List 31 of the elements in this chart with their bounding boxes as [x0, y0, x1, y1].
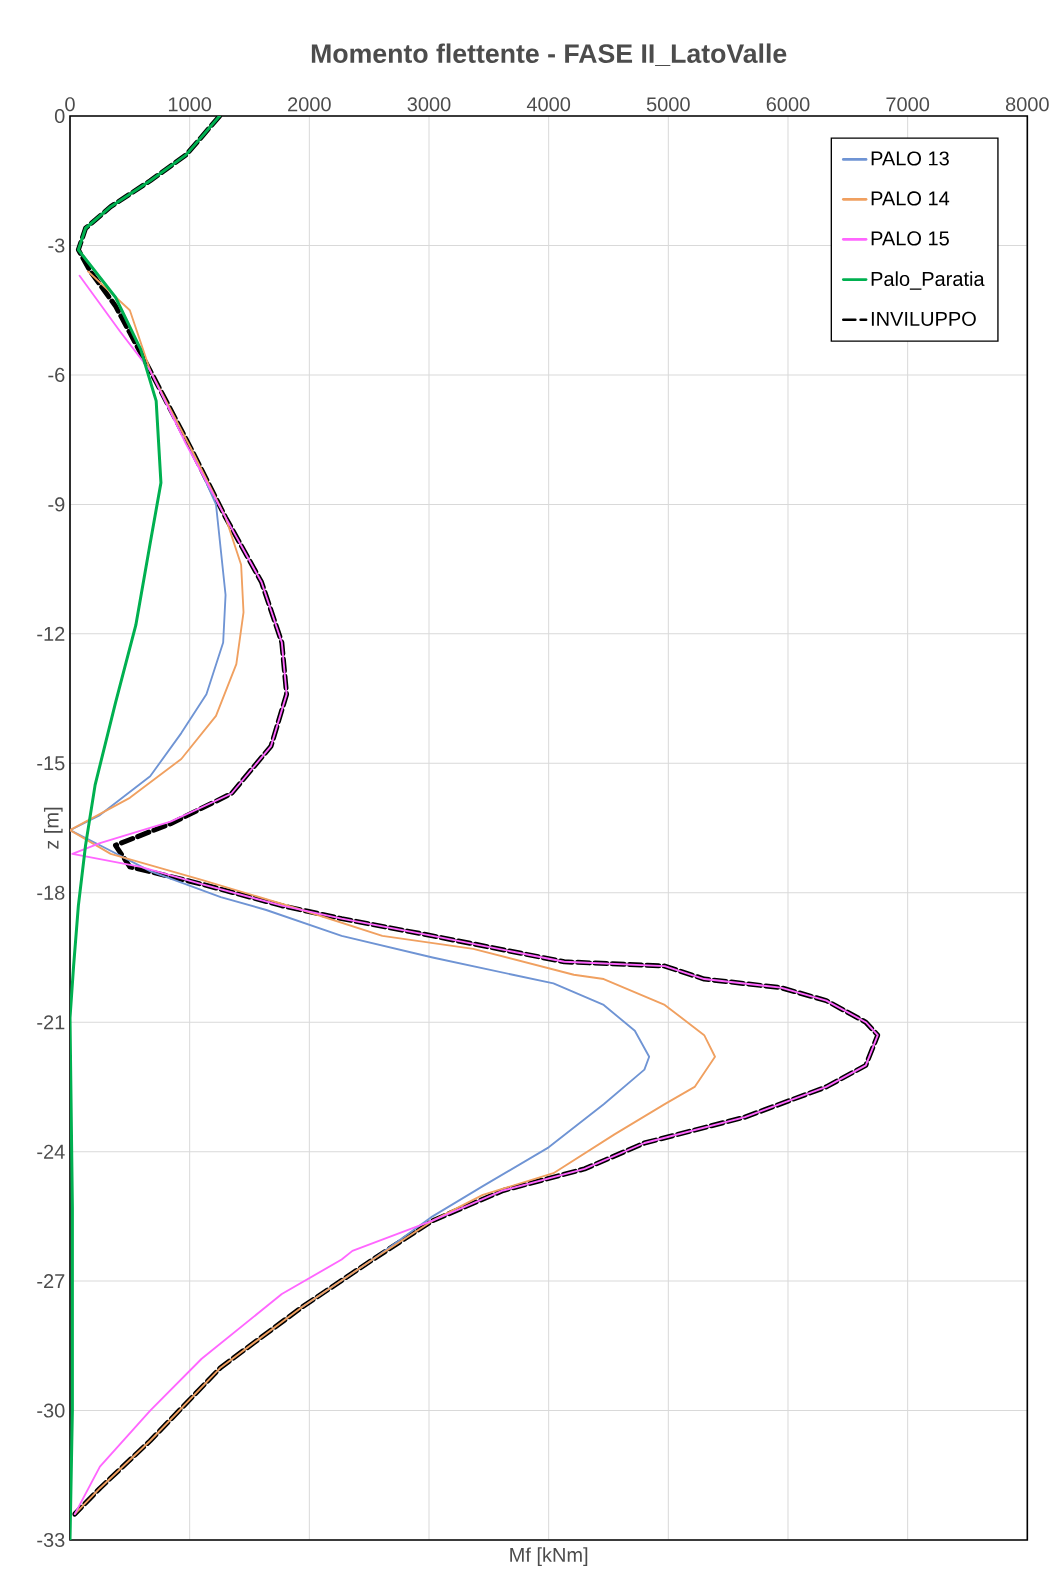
y-tick-label: -15 [37, 756, 65, 771]
x-tick-label: 4000 [526, 97, 571, 112]
x-axis-title: Mf [kNm] [510, 1547, 588, 1566]
legend-label: Palo_Paratia [871, 271, 985, 290]
y-tick-label: -30 [37, 1403, 65, 1418]
y-tick-label: -18 [37, 885, 65, 900]
legend-label: INVILUPPO [871, 311, 976, 326]
y-tick-label: -27 [37, 1274, 65, 1289]
legend-label: PALO 14 [871, 191, 950, 206]
legend-label: PALO 13 [871, 151, 949, 166]
x-tick-label: 5000 [646, 97, 690, 112]
y-tick-label: -3 [48, 238, 65, 253]
y-tick-label: 0 [54, 108, 65, 124]
x-tick-label: 8000 [1005, 97, 1049, 112]
x-tick-label: 6000 [766, 97, 810, 112]
y-axis-title: z [m] [43, 807, 63, 849]
line-series [70, 116, 222, 1540]
y-tick-label: -6 [48, 367, 65, 383]
x-tick-label: 0 [65, 97, 75, 112]
line-series [70, 270, 716, 1516]
y-tick-label: -12 [37, 626, 65, 641]
chart-title: Momento flettente - FASE II_LatoValle [311, 43, 787, 67]
x-tick-label: 3000 [407, 97, 451, 112]
y-tick-label: -9 [48, 497, 65, 512]
x-tick-label: 7000 [886, 97, 930, 112]
x-tick-label: 1000 [168, 97, 212, 112]
legend-label: PALO 15 [871, 231, 949, 246]
y-tick-label: -24 [37, 1144, 65, 1159]
y-tick-label: -21 [37, 1015, 65, 1030]
y-tick-label: -33 [37, 1532, 65, 1548]
x-tick-label: 2000 [288, 97, 331, 112]
